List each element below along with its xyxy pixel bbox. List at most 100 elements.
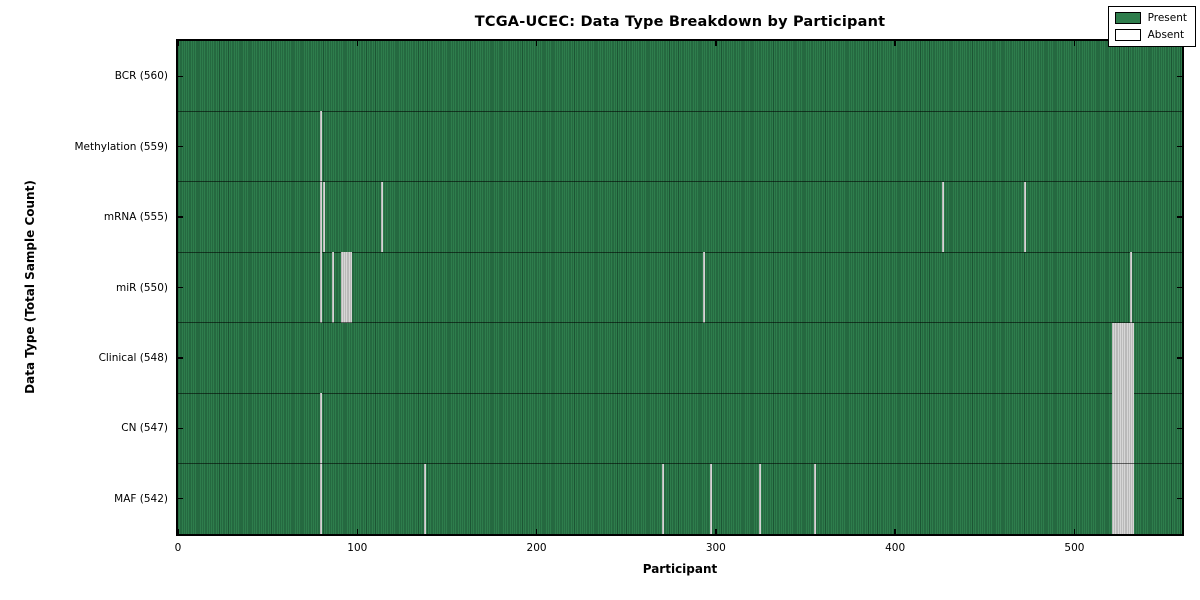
plot-area — [176, 39, 1184, 536]
y-axis-tick — [178, 357, 183, 359]
absent-cell — [1126, 463, 1129, 534]
absent-cell — [1112, 393, 1115, 464]
y-axis-tick — [178, 75, 183, 77]
absent-cell — [1121, 393, 1124, 464]
absent-cell — [1126, 393, 1129, 464]
y-axis-tick — [1177, 75, 1182, 77]
absent-cell — [1122, 393, 1125, 464]
row-divider — [178, 462, 1182, 465]
absent-cell — [1113, 322, 1116, 394]
y-axis-tick — [1177, 357, 1182, 359]
absent-cell — [319, 252, 322, 323]
y-axis-tick — [178, 427, 183, 430]
y-axis-tick — [1177, 427, 1182, 430]
x-axis-tick — [356, 41, 358, 46]
absent-cell — [319, 463, 322, 534]
absent-cell — [319, 111, 322, 182]
absent-cell — [319, 181, 322, 253]
absent-cell — [319, 393, 322, 464]
y-axis-tick — [178, 145, 183, 148]
absent-cell — [1119, 463, 1122, 534]
x-axis-tick — [715, 529, 717, 534]
row-divider — [178, 110, 1182, 113]
x-tick-label: 500 — [1064, 542, 1085, 554]
absent-cell — [341, 252, 344, 323]
x-tick-label: 200 — [526, 542, 547, 554]
absent-cell — [1112, 463, 1115, 534]
row-divider — [178, 322, 1182, 324]
absent-cell — [1122, 322, 1125, 394]
absent-cell — [1117, 463, 1120, 534]
row-divider — [178, 181, 1182, 183]
absent-cell — [332, 252, 335, 323]
x-axis-tick — [535, 529, 538, 534]
absent-cell — [1121, 463, 1124, 534]
absent-cell — [342, 252, 345, 323]
absent-cell — [1124, 463, 1127, 534]
y-tick-label: mRNA (555) — [103, 211, 168, 224]
x-axis-label: Participant — [642, 562, 718, 576]
absent-cell — [1128, 463, 1131, 534]
absent-cell — [348, 252, 351, 323]
y-tick-label: miR (550) — [115, 281, 168, 294]
legend-entry: Absent — [1114, 29, 1187, 41]
absent-cell — [1122, 463, 1125, 534]
absent-cell — [1131, 322, 1134, 394]
absent-cell — [941, 181, 944, 253]
absent-cell — [1126, 322, 1129, 394]
x-axis-tick — [1073, 529, 1076, 534]
x-axis-tick — [894, 41, 896, 46]
y-axis-tick — [178, 498, 183, 500]
legend-label: Present — [1147, 12, 1187, 24]
y-tick-labels: BCR (560) Methylation (559) mRNA (555) miR … — [0, 0, 168, 600]
x-tick-label: 100 — [347, 542, 368, 554]
y-axis-tick — [178, 216, 183, 218]
x-axis-tick — [715, 41, 717, 46]
absent-cell — [1112, 322, 1115, 394]
absent-cell — [344, 252, 347, 323]
absent-cell — [323, 181, 326, 253]
absent-cell — [1130, 252, 1132, 323]
absent-cell — [1130, 393, 1132, 464]
absent-cell — [1128, 322, 1131, 394]
absent-cell — [1121, 322, 1124, 394]
absent-cell — [814, 463, 817, 534]
row-divider — [178, 251, 1182, 253]
x-axis-tick — [177, 41, 179, 46]
absent-cell — [1024, 181, 1027, 253]
legend-swatch — [1114, 12, 1141, 24]
row-divider — [178, 392, 1182, 394]
y-axis-tick — [1177, 145, 1182, 148]
absent-cell — [1117, 393, 1120, 464]
absent-cell — [1113, 393, 1116, 464]
legend-entry: Present — [1114, 12, 1187, 24]
x-tick-label: 400 — [885, 542, 906, 554]
absent-cell — [346, 252, 349, 323]
absent-cell — [1115, 463, 1118, 534]
legend-label: Absent — [1147, 29, 1185, 41]
absent-cell — [1124, 322, 1127, 394]
y-tick-label: BCR (560) — [114, 70, 168, 83]
y-tick-label: MAF (542) — [114, 492, 168, 505]
absent-cell — [1119, 322, 1122, 394]
absent-cell — [380, 181, 383, 253]
absent-cell — [662, 463, 665, 534]
absent-cell — [1115, 393, 1118, 464]
absent-cell — [1124, 393, 1127, 464]
y-axis-tick — [1177, 498, 1182, 500]
x-tick-label: 300 — [705, 542, 726, 554]
y-tick-label: Methylation (559) — [74, 140, 168, 153]
legend: Present Absent — [1107, 6, 1196, 47]
x-axis-tick — [894, 529, 896, 534]
y-axis-tick — [178, 286, 183, 289]
x-axis-tick — [177, 529, 179, 534]
x-axis-tick — [1073, 41, 1076, 46]
absent-cell — [1117, 322, 1120, 394]
x-axis-tick — [356, 529, 358, 534]
absent-cell — [1131, 393, 1134, 464]
absent-cell — [758, 463, 761, 534]
chart-title: TCGA-UCEC: Data Type Breakdown by Partic… — [474, 14, 886, 30]
absent-cell — [703, 252, 706, 323]
absent-cell — [1131, 463, 1134, 534]
